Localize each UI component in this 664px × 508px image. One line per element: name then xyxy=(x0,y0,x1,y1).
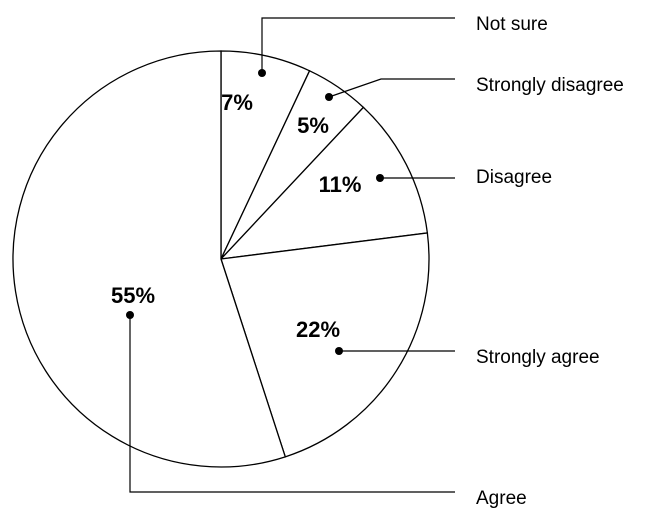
leader-dot-strongly-agree xyxy=(335,347,343,355)
category-label-strongly-disagree: Strongly disagree xyxy=(476,75,624,96)
category-label-not-sure: Not sure xyxy=(476,14,548,35)
value-labels-layer: 7% 5% 11% 22% 55% xyxy=(111,90,361,342)
category-label-agree: Agree xyxy=(476,488,527,508)
value-label-strongly-disagree: 5% xyxy=(297,113,329,138)
category-label-strongly-agree: Strongly agree xyxy=(476,347,600,368)
leader-line-agree xyxy=(129,315,455,493)
slices-layer xyxy=(12,50,430,468)
leader-line-strongly-disagree xyxy=(328,78,455,98)
leader-dot-agree xyxy=(126,311,134,319)
pie-slice-disagree xyxy=(219,106,429,260)
leader-dot-not-sure xyxy=(258,69,266,77)
leader-lines-layer xyxy=(126,17,455,493)
leader-dot-strongly-disagree xyxy=(325,93,333,101)
value-label-agree: 55% xyxy=(111,283,155,308)
value-label-strongly-agree: 22% xyxy=(296,317,340,342)
category-labels-layer: Not sure Strongly disagree Disagree Strongl… xyxy=(476,14,624,508)
pie-slice-agree xyxy=(12,50,287,468)
value-label-not-sure: 7% xyxy=(221,90,253,115)
leader-dot-disagree xyxy=(376,174,384,182)
category-label-disagree: Disagree xyxy=(476,167,552,188)
value-label-disagree: 11% xyxy=(319,172,362,197)
pie-slice-strongly-agree xyxy=(220,232,430,458)
leader-line-not-sure xyxy=(261,17,455,73)
